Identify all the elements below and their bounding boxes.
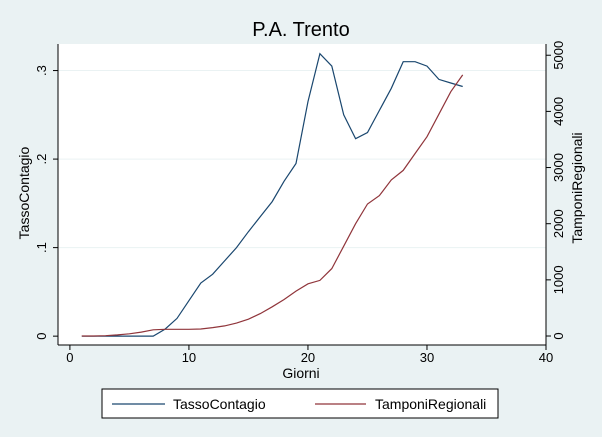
- y-left-tick-label: 0: [34, 333, 49, 340]
- axes: 0 .1 .2 .3 0 1000 2000 3000 4000 5000 0 10 20 30 40: [34, 41, 566, 365]
- y-right-tick-label: 0: [551, 332, 566, 339]
- series-line-tassocontagio: [81, 52, 463, 337]
- legend-label-tamponiregionali: TamponiRegionali: [375, 396, 486, 412]
- y-axis-label-right: TamponiRegionali: [569, 132, 585, 243]
- y-left-tick-label: .3: [34, 65, 49, 76]
- series-line-tamponiregionali: [81, 74, 464, 337]
- x-tick-label: 0: [66, 350, 73, 365]
- x-axis-label: Giorni: [282, 365, 319, 381]
- y-right-tick-label: 4000: [551, 97, 566, 126]
- x-tick-label: 30: [420, 350, 434, 365]
- legend-label-tassocontagio: TassoContagio: [173, 396, 266, 412]
- chart-title: P.A. Trento: [252, 19, 349, 41]
- grid-lines: [58, 70, 546, 249]
- y-right-tick-label: 2000: [551, 209, 566, 238]
- y-right-tick-label: 1000: [551, 265, 566, 294]
- x-tick-label: 10: [182, 350, 196, 365]
- series-lines: [81, 52, 464, 337]
- legend-box: [101, 388, 499, 419]
- plot-area: [58, 44, 546, 345]
- y-right-tick-label: 3000: [551, 153, 566, 182]
- x-tick-label: 20: [301, 350, 315, 365]
- x-tick-label: 40: [539, 350, 553, 365]
- y-left-tick-label: .2: [34, 154, 49, 165]
- y-axis-label-left: TassoContagio: [16, 146, 32, 239]
- y-right-tick-label: 5000: [551, 41, 566, 70]
- legend: TassoContagio TamponiRegionali: [101, 388, 499, 419]
- y-left-tick-label: .1: [34, 242, 49, 253]
